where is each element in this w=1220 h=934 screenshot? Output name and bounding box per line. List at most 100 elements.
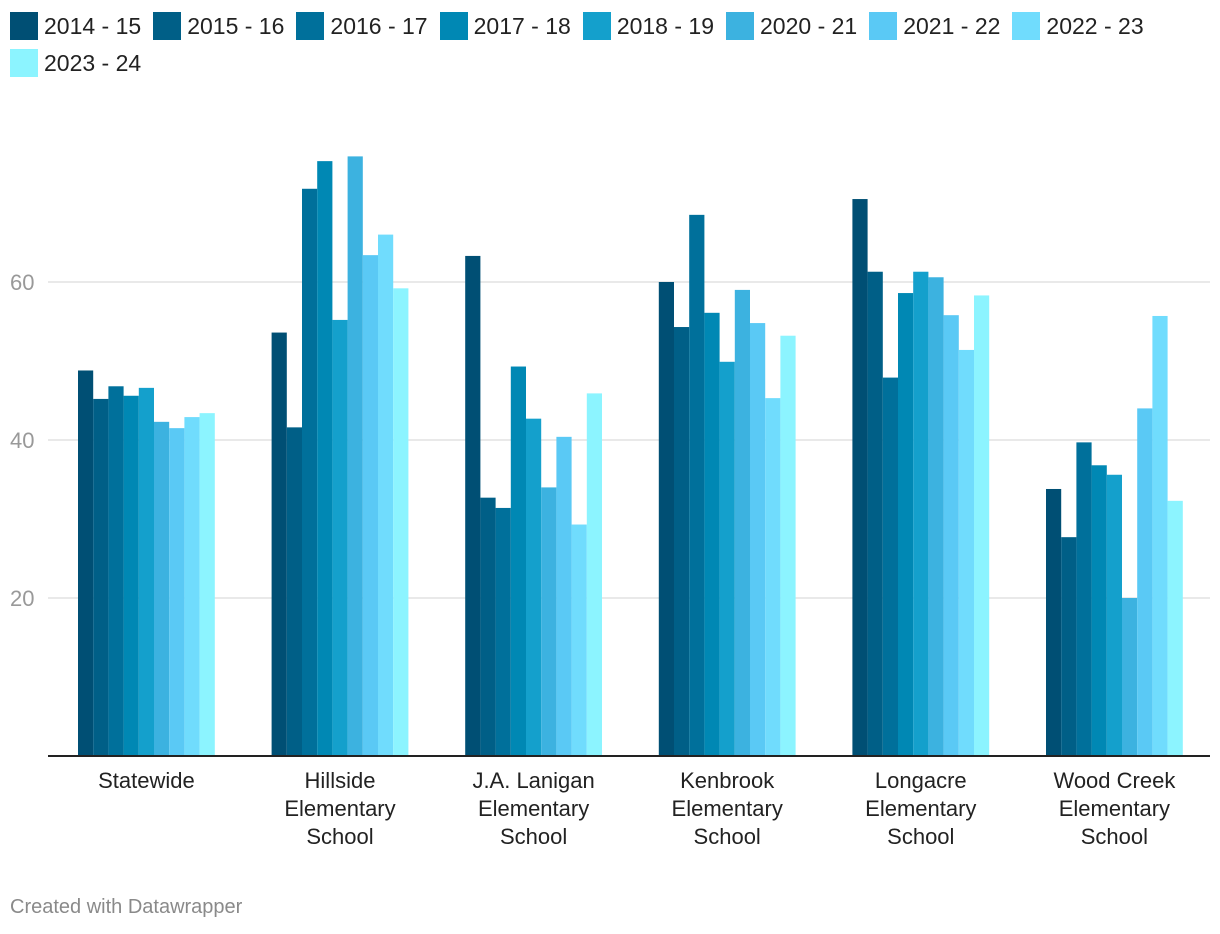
x-tick-label: Elementary	[1059, 796, 1170, 821]
bar	[271, 332, 287, 756]
bar	[913, 271, 929, 756]
bar	[169, 428, 185, 756]
legend-item: 2015 - 16	[153, 8, 284, 44]
bar	[1076, 442, 1092, 756]
legend-label: 2021 - 22	[903, 12, 1001, 39]
bar	[1061, 537, 1077, 756]
x-tick-label: Wood Creek	[1053, 768, 1176, 793]
bar	[1122, 598, 1138, 756]
legend-swatch	[153, 12, 182, 40]
legend-label: 2014 - 15	[44, 12, 142, 39]
x-tick-label: Kenbrook	[680, 768, 775, 793]
bar	[719, 361, 735, 756]
x-tick-label: Elementary	[865, 796, 976, 821]
x-tick-label: J.A. Lanigan	[472, 768, 594, 793]
bar	[1046, 488, 1062, 756]
bar	[184, 417, 200, 756]
legend-swatch	[439, 12, 468, 40]
legend-swatch	[869, 12, 898, 40]
bar	[286, 427, 302, 756]
bar	[750, 323, 766, 756]
bar	[302, 188, 318, 756]
x-tick-label: School	[500, 824, 567, 849]
bar	[332, 319, 348, 756]
bar	[393, 288, 409, 756]
x-tick-label: Elementary	[478, 796, 589, 821]
legend-item: 2017 - 18	[439, 8, 571, 44]
chart-legend: 2014 - 15 2015 - 16 2016 - 17 2017 - 18 2018…	[10, 8, 1210, 82]
y-tick-label: 20	[10, 586, 34, 611]
legend-swatch	[1012, 12, 1041, 40]
legend-swatch	[296, 12, 325, 40]
legend-label: 2015 - 16	[187, 12, 285, 39]
bar	[898, 293, 914, 756]
bar	[495, 507, 511, 756]
legend-label: 2018 - 19	[616, 12, 715, 39]
bar	[704, 312, 720, 756]
bar	[378, 234, 394, 757]
legend-item: 2018 - 19	[582, 8, 715, 44]
legend-item: 2020 - 21	[726, 8, 857, 44]
bar	[526, 418, 542, 756]
bar	[123, 395, 139, 756]
legend-item: 2021 - 22	[869, 8, 1000, 44]
bar	[943, 315, 959, 756]
bar	[658, 282, 674, 756]
bar	[1167, 500, 1183, 756]
bar	[571, 524, 587, 756]
x-tick-label: School	[1081, 824, 1148, 849]
legend-label: 2017 - 18	[473, 12, 571, 39]
legend-swatch	[10, 12, 38, 40]
bar	[317, 161, 333, 756]
bar	[199, 413, 215, 756]
bar	[78, 370, 94, 756]
legend-label: 2016 - 17	[330, 12, 428, 39]
bar	[541, 487, 557, 756]
bar	[586, 393, 602, 756]
bar	[780, 335, 796, 756]
x-tick-label: School	[694, 824, 761, 849]
bar	[928, 277, 944, 756]
bar	[1091, 465, 1107, 756]
bar	[1106, 474, 1122, 756]
legend-swatch	[10, 49, 38, 77]
bar	[867, 271, 883, 756]
legend-item: 2023 - 24	[10, 45, 141, 81]
legend-item: 2022 - 23	[1012, 8, 1144, 44]
x-tick-label: Longacre	[875, 768, 967, 793]
legend-label: 2023 - 24	[44, 49, 142, 76]
legend-item: 2014 - 15	[10, 8, 141, 44]
bar	[852, 199, 868, 757]
bar	[958, 349, 974, 756]
bar	[108, 386, 124, 756]
bar	[510, 366, 526, 756]
bar	[347, 156, 363, 756]
x-tick-label: Elementary	[672, 796, 783, 821]
bar	[362, 255, 378, 756]
legend-label: 2022 - 23	[1046, 12, 1144, 39]
bar	[674, 327, 690, 756]
bar	[465, 255, 481, 756]
x-tick-label: School	[887, 824, 954, 849]
footer-credit: Created with Datawrapper	[10, 896, 243, 918]
bar	[93, 398, 109, 756]
x-tick-label: Statewide	[98, 768, 195, 793]
bar	[1137, 408, 1153, 756]
x-tick-label: Elementary	[284, 796, 395, 821]
bar	[734, 289, 750, 756]
legend-swatch	[726, 12, 755, 40]
legend-label: 2020 - 21	[760, 12, 858, 39]
bar	[138, 387, 154, 756]
bar	[689, 214, 705, 757]
bar	[556, 436, 572, 756]
x-tick-label: School	[306, 824, 373, 849]
y-tick-label: 40	[10, 428, 34, 453]
bar	[882, 377, 898, 756]
legend-item: 2016 - 17	[296, 8, 428, 44]
bar	[974, 295, 990, 756]
bar	[480, 497, 496, 756]
legend-swatch	[582, 12, 611, 40]
bar	[1152, 315, 1168, 756]
bar	[765, 398, 781, 756]
